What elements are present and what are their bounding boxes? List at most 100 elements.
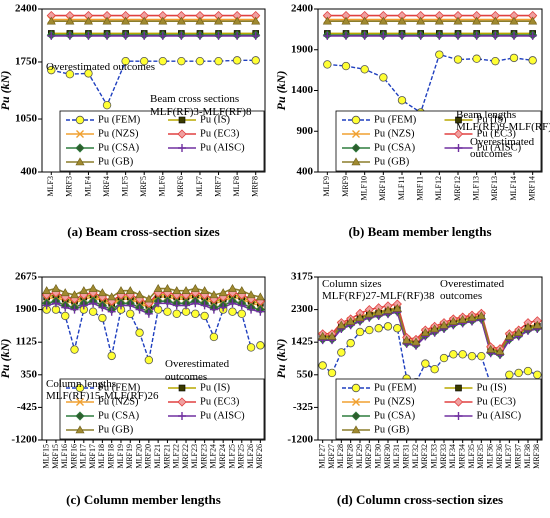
marker [116,301,125,310]
marker [178,116,186,124]
marker [491,56,500,66]
legend-label: Pu (AISC) [477,142,522,153]
x-tick-label: MRF9 [341,176,350,197]
y-tick-label: 550 [297,368,314,380]
marker [378,16,388,25]
marker [51,283,61,292]
x-tick-label: MLF35 [467,444,476,468]
marker [209,290,219,299]
x-tick-label: MLF15 [41,444,50,468]
marker [421,359,430,368]
annotation: Column sizes [322,278,382,290]
y-axis-label: Pu (kN) [274,71,288,111]
marker [449,350,458,359]
annotation: Beam cross sections [150,93,239,105]
x-tick-label: MRF11 [415,176,424,201]
marker [341,61,351,71]
x-tick-label: MLF16 [60,444,69,468]
annotation: Overestimated [165,358,230,370]
marker [402,335,412,344]
marker [126,301,135,310]
marker [65,69,75,79]
y-tick-label: 900 [297,125,314,137]
marker [351,115,361,125]
marker [79,286,89,294]
y-tick-label: 1900 [15,303,38,315]
y-axis-label: Pu (kN) [274,339,288,379]
marker [140,31,149,40]
marker [392,303,402,312]
legend-box [59,378,265,440]
x-tick-label: MLF28 [336,444,345,468]
marker [51,299,60,308]
marker [453,55,463,64]
marker [176,16,186,25]
y-tick-label: 1400 [291,84,314,96]
y-tick-label: 3175 [291,271,314,283]
annotation: outcomes [165,371,207,383]
marker [182,301,191,310]
marker [351,143,361,153]
x-tick-label: MRF24 [218,444,227,469]
caption: (d) Column cross-section sizes [337,492,503,507]
marker [360,65,369,74]
x-tick-label: MLF26 [246,444,255,468]
marker [209,332,219,342]
marker [352,398,360,406]
marker [191,299,200,308]
marker [172,301,181,310]
x-tick-label: MRF25 [237,444,246,469]
marker [70,345,79,354]
x-tick-label: MLF7 [195,176,204,196]
marker [102,16,112,25]
annotation: MLF(RF)15-MLF(RF)26 [46,390,159,402]
x-tick-label: MLF10 [359,176,368,200]
x-tick-label: MRF23 [199,444,208,469]
x-tick-label: MLF13 [471,176,480,200]
legend-label: Pu (IS) [200,382,231,393]
marker [190,283,200,292]
y-tick-label: 1425 [291,336,314,348]
marker [383,305,393,314]
x-tick-label: MLF27 [317,444,326,468]
legend-label: Pu (CSA) [98,142,140,153]
marker [454,31,462,40]
marker [365,325,374,335]
marker [228,299,237,308]
marker [75,157,85,166]
marker [75,425,85,434]
marker [352,130,360,138]
marker [61,303,70,312]
x-tick-label: MRF27 [327,444,336,469]
x-tick-label: MRF33 [439,444,448,469]
caption: (b) Beam member lengths [348,224,491,239]
marker [453,397,464,407]
marker [144,294,154,303]
marker [532,320,542,329]
y-tick-label: 1125 [16,336,38,348]
legend-label: Pu (CSA) [374,142,416,153]
marker [237,301,246,310]
legend-label: Pu (GB) [374,424,410,435]
x-tick-label: MRF26 [255,444,264,469]
annotation: outcomes [470,148,512,160]
marker [103,31,112,40]
marker [528,31,537,40]
marker [323,60,332,69]
marker [162,283,172,292]
marker [228,307,237,316]
marker [233,31,242,40]
marker [322,16,332,25]
plot-frame [41,276,266,441]
legend-label: Pu (IS) [200,114,231,125]
x-tick-label: MRF29 [364,444,373,469]
marker [458,350,467,359]
marker [472,16,482,25]
marker [476,311,486,320]
marker [355,313,365,322]
marker [454,412,463,420]
legend-box [335,110,542,172]
x-tick-label: MRF19 [125,444,134,469]
marker [60,288,70,297]
marker [232,16,242,25]
